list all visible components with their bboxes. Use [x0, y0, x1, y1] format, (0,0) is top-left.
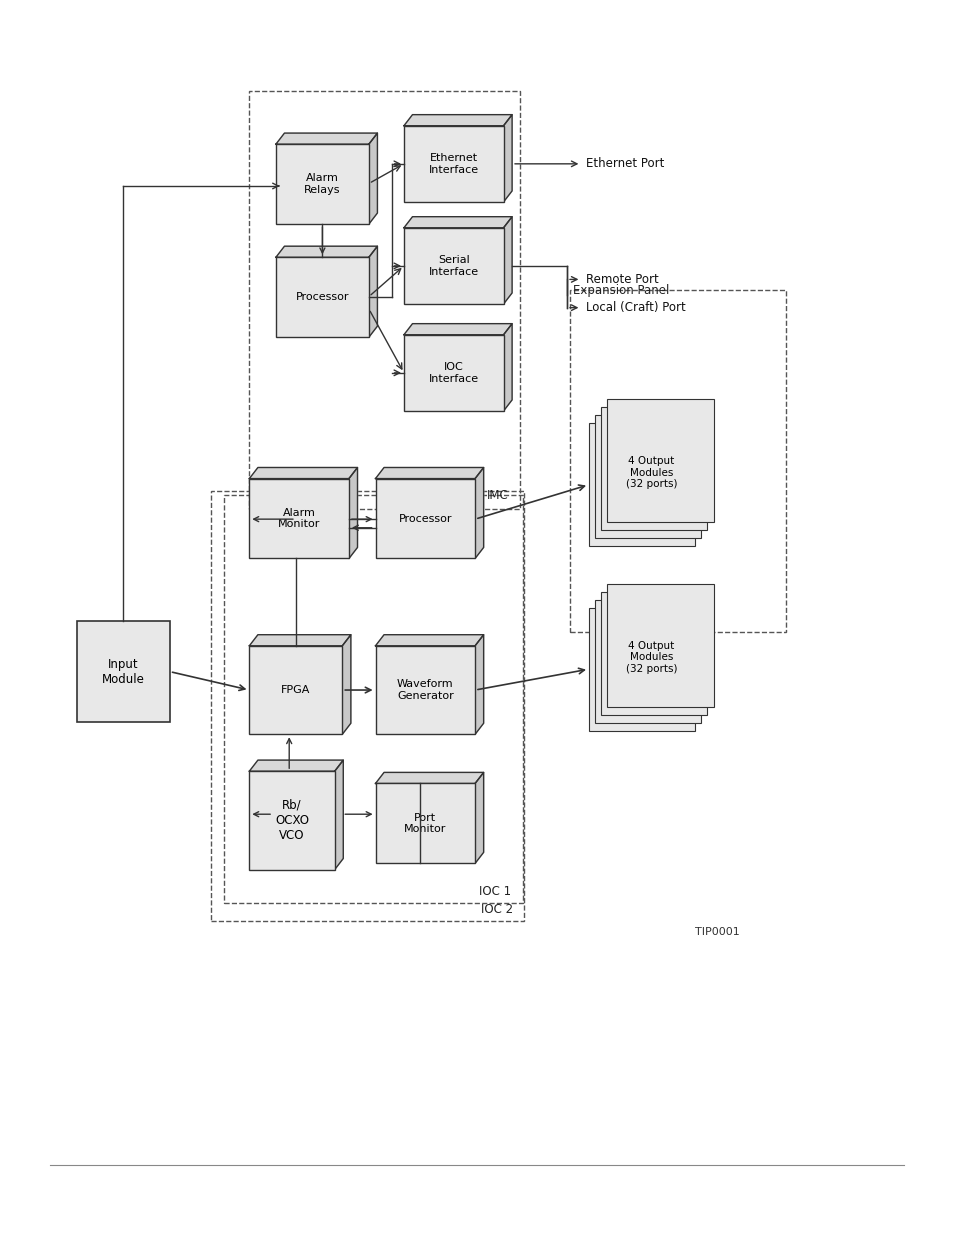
- FancyBboxPatch shape: [249, 479, 349, 558]
- Text: Serial
Interface: Serial Interface: [428, 256, 478, 277]
- Text: IOC
Interface: IOC Interface: [428, 362, 478, 384]
- Polygon shape: [475, 635, 483, 735]
- Text: Alarm
Relays: Alarm Relays: [304, 173, 340, 195]
- Polygon shape: [503, 115, 512, 203]
- Polygon shape: [249, 468, 357, 479]
- Polygon shape: [275, 246, 377, 257]
- Text: FPGA: FPGA: [281, 685, 311, 695]
- FancyBboxPatch shape: [375, 646, 475, 735]
- Bar: [76, 621, 170, 722]
- FancyBboxPatch shape: [375, 479, 475, 558]
- Polygon shape: [375, 635, 483, 646]
- FancyBboxPatch shape: [249, 771, 335, 869]
- Bar: [212, 490, 524, 921]
- Bar: [607, 399, 713, 522]
- Bar: [595, 415, 700, 538]
- Polygon shape: [475, 772, 483, 863]
- Bar: [249, 91, 519, 509]
- Text: 4 Output
Modules
(32 ports): 4 Output Modules (32 ports): [625, 456, 677, 489]
- Polygon shape: [249, 635, 351, 646]
- FancyBboxPatch shape: [403, 335, 503, 411]
- Polygon shape: [275, 133, 377, 144]
- Text: Local (Craft) Port: Local (Craft) Port: [585, 301, 685, 314]
- Text: Expansion Panel: Expansion Panel: [572, 284, 668, 296]
- FancyBboxPatch shape: [375, 783, 475, 863]
- Polygon shape: [335, 760, 343, 869]
- Text: Processor: Processor: [398, 514, 452, 524]
- Bar: [600, 592, 707, 715]
- Polygon shape: [369, 133, 377, 224]
- Polygon shape: [342, 635, 351, 735]
- Bar: [569, 290, 785, 632]
- Text: Remote Port: Remote Port: [585, 273, 659, 287]
- Polygon shape: [375, 772, 483, 783]
- Bar: [607, 584, 713, 706]
- Text: Port
Monitor: Port Monitor: [404, 813, 446, 834]
- FancyBboxPatch shape: [403, 227, 503, 304]
- FancyBboxPatch shape: [249, 646, 342, 735]
- Bar: [595, 600, 700, 722]
- Polygon shape: [403, 216, 512, 227]
- Polygon shape: [503, 324, 512, 411]
- Text: 4 Output
Modules
(32 ports): 4 Output Modules (32 ports): [625, 641, 677, 674]
- Bar: [224, 494, 522, 903]
- Text: IOC 1: IOC 1: [478, 884, 511, 898]
- Text: Rb/
OCXO
VCO: Rb/ OCXO VCO: [274, 799, 309, 842]
- Polygon shape: [349, 468, 357, 558]
- Bar: [588, 424, 695, 546]
- Bar: [588, 608, 695, 731]
- Polygon shape: [375, 468, 483, 479]
- Text: Ethernet Port: Ethernet Port: [585, 157, 663, 170]
- Text: IMC: IMC: [486, 489, 508, 501]
- Polygon shape: [475, 468, 483, 558]
- Text: Ethernet
Interface: Ethernet Interface: [428, 153, 478, 174]
- Text: TIP0001: TIP0001: [695, 927, 740, 937]
- Polygon shape: [403, 115, 512, 126]
- Text: Input
Module: Input Module: [102, 657, 145, 685]
- FancyBboxPatch shape: [275, 144, 369, 224]
- FancyBboxPatch shape: [403, 126, 503, 203]
- Polygon shape: [503, 216, 512, 304]
- Polygon shape: [403, 324, 512, 335]
- Bar: [600, 408, 707, 530]
- Text: IOC 2: IOC 2: [480, 903, 513, 916]
- Text: Waveform
Generator: Waveform Generator: [396, 679, 454, 700]
- Polygon shape: [369, 246, 377, 337]
- FancyBboxPatch shape: [275, 257, 369, 337]
- Text: Processor: Processor: [295, 293, 349, 303]
- Text: Alarm
Monitor: Alarm Monitor: [277, 508, 320, 530]
- Polygon shape: [249, 760, 343, 771]
